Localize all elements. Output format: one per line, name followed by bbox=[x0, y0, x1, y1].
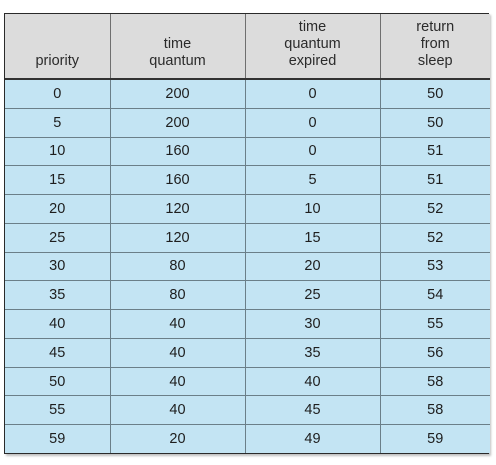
priority-header: priority bbox=[5, 14, 110, 80]
priority-cell: 20 bbox=[5, 194, 110, 224]
time-quantum-expired-cell: 35 bbox=[244, 337, 380, 368]
return-from-sleep-cell: 52 bbox=[379, 222, 490, 253]
time-quantum-expired-cell: 30 bbox=[244, 309, 380, 339]
return-from-sleep-cell: 55 bbox=[379, 309, 490, 339]
priority-cell: 40 bbox=[5, 309, 110, 339]
priority-cell: 50 bbox=[5, 366, 110, 396]
column-header-line: quantum bbox=[149, 53, 206, 69]
table-row: 25 120 15 52 bbox=[5, 222, 490, 253]
time-quantum-expired-cell: 49 bbox=[244, 424, 380, 453]
column-header-line: priority bbox=[35, 53, 79, 69]
time-quantum-cell: 20 bbox=[109, 424, 245, 453]
time-quantum-expired-cell: 0 bbox=[244, 107, 380, 138]
table-row: 59 20 49 59 bbox=[5, 424, 490, 453]
time-quantum-expired-cell: 0 bbox=[244, 136, 380, 166]
table-row: 30 80 20 53 bbox=[5, 251, 490, 281]
table-body: 0 200 0 50 5 200 0 50 10 160 0 51 15 160 5 51 20 120 10 52 2… bbox=[5, 79, 490, 453]
time-quantum-cell: 160 bbox=[109, 136, 245, 166]
return-from-sleep-cell: 51 bbox=[379, 165, 490, 195]
table-row: 15 160 5 51 bbox=[5, 165, 490, 195]
time-quantum-cell: 80 bbox=[109, 280, 245, 310]
column-header-line: return bbox=[416, 19, 455, 35]
return-from-sleep-cell: 50 bbox=[379, 79, 490, 109]
column-header-line: from bbox=[420, 36, 450, 52]
priority-cell: 0 bbox=[5, 79, 110, 109]
table-row: 20 120 10 52 bbox=[5, 194, 490, 224]
priority-cell: 55 bbox=[5, 395, 110, 425]
table-row: 10 160 0 51 bbox=[5, 136, 490, 166]
return-from-sleep-cell: 56 bbox=[379, 337, 490, 368]
return-from-sleep-cell: 51 bbox=[379, 136, 490, 166]
time-quantum-cell: 80 bbox=[109, 251, 245, 281]
return-from-sleep-cell: 50 bbox=[379, 107, 490, 138]
column-header-line: expired bbox=[288, 53, 337, 69]
return-from-sleep-cell: 52 bbox=[379, 194, 490, 224]
return-from-sleep-header: return from sleep bbox=[379, 14, 490, 80]
column-header-line: sleep bbox=[417, 53, 453, 69]
column-header-line: quantum bbox=[284, 36, 341, 52]
time-quantum-header: time quantum bbox=[109, 14, 245, 80]
priority-cell: 59 bbox=[5, 424, 110, 453]
return-from-sleep-cell: 58 bbox=[379, 395, 490, 425]
time-quantum-cell: 40 bbox=[109, 366, 245, 396]
time-quantum-expired-cell: 5 bbox=[244, 165, 380, 195]
time-quantum-expired-cell: 45 bbox=[244, 395, 380, 425]
table-row: 45 40 35 56 bbox=[5, 337, 490, 368]
priority-cell: 30 bbox=[5, 251, 110, 281]
time-quantum-cell: 200 bbox=[109, 79, 245, 109]
scheduling-table: priority time quantum time quantum expired ret… bbox=[5, 14, 490, 453]
return-from-sleep-cell: 59 bbox=[379, 424, 490, 453]
time-quantum-expired-cell: 0 bbox=[244, 79, 380, 109]
return-from-sleep-cell: 58 bbox=[379, 366, 490, 396]
table-row: 40 40 30 55 bbox=[5, 309, 490, 339]
scheduling-table-frame: priority time quantum time quantum expired ret… bbox=[4, 13, 490, 454]
column-header-line: time bbox=[163, 36, 192, 52]
time-quantum-expired-cell: 10 bbox=[244, 194, 380, 224]
return-from-sleep-cell: 53 bbox=[379, 251, 490, 281]
time-quantum-cell: 40 bbox=[109, 337, 245, 368]
time-quantum-cell: 160 bbox=[109, 165, 245, 195]
time-quantum-expired-cell: 25 bbox=[244, 280, 380, 310]
time-quantum-expired-header: time quantum expired bbox=[244, 14, 380, 80]
time-quantum-cell: 120 bbox=[109, 194, 245, 224]
time-quantum-cell: 200 bbox=[109, 107, 245, 138]
column-header-line: time bbox=[298, 19, 327, 35]
time-quantum-cell: 40 bbox=[109, 395, 245, 425]
priority-cell: 25 bbox=[5, 222, 110, 253]
table-row: 5 200 0 50 bbox=[5, 107, 490, 138]
time-quantum-expired-cell: 20 bbox=[244, 251, 380, 281]
table-row: 50 40 40 58 bbox=[5, 366, 490, 396]
time-quantum-expired-cell: 40 bbox=[244, 366, 380, 396]
return-from-sleep-cell: 54 bbox=[379, 280, 490, 310]
priority-cell: 35 bbox=[5, 280, 110, 310]
time-quantum-cell: 40 bbox=[109, 309, 245, 339]
priority-cell: 15 bbox=[5, 165, 110, 195]
table-row: 55 40 45 58 bbox=[5, 395, 490, 425]
priority-cell: 45 bbox=[5, 337, 110, 368]
table-row: 0 200 0 50 bbox=[5, 79, 490, 109]
time-quantum-cell: 120 bbox=[109, 222, 245, 253]
priority-cell: 5 bbox=[5, 107, 110, 138]
table-row: 35 80 25 54 bbox=[5, 280, 490, 310]
priority-cell: 10 bbox=[5, 136, 110, 166]
time-quantum-expired-cell: 15 bbox=[244, 222, 380, 253]
table-header-row: priority time quantum time quantum expired ret… bbox=[5, 14, 490, 80]
